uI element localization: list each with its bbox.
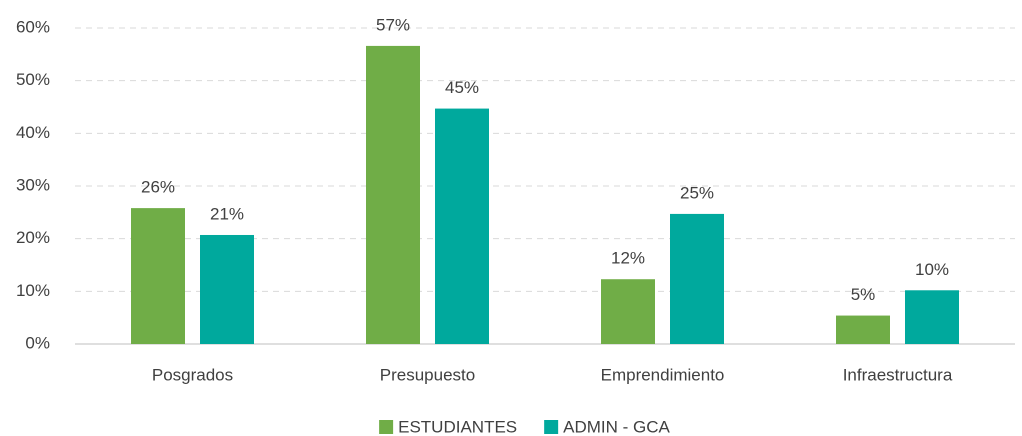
y-tick-label: 30% (16, 175, 50, 194)
legend-label: ESTUDIANTES (398, 417, 517, 436)
bar (836, 315, 890, 344)
bar (131, 208, 185, 344)
y-tick-label: 60% (16, 17, 50, 36)
value-label: 21% (210, 204, 244, 223)
legend-swatch (379, 420, 394, 434)
y-tick-label: 40% (16, 123, 50, 142)
value-label: 12% (611, 249, 645, 268)
x-tick-label: Emprendimiento (601, 365, 725, 384)
y-tick-label: 0% (25, 333, 50, 352)
value-label: 57% (376, 15, 410, 34)
y-tick-label: 50% (16, 70, 50, 89)
x-tick-label: Presupuesto (380, 365, 475, 384)
bar (601, 279, 655, 344)
y-tick-label: 20% (16, 228, 50, 247)
bar (200, 234, 254, 344)
value-label: 5% (851, 285, 876, 304)
bar (905, 290, 959, 344)
x-tick-label: Posgrados (152, 365, 233, 384)
legend-label: ADMIN - GCA (563, 417, 670, 436)
bar (366, 45, 420, 344)
value-label: 26% (141, 178, 175, 197)
bar (670, 213, 724, 344)
legend-swatch (544, 420, 559, 434)
value-label: 25% (680, 183, 714, 202)
x-tick-label: Infraestructura (843, 365, 953, 384)
y-tick-label: 10% (16, 281, 50, 300)
value-label: 45% (445, 78, 479, 97)
bar (435, 108, 489, 344)
value-label: 10% (915, 260, 949, 279)
